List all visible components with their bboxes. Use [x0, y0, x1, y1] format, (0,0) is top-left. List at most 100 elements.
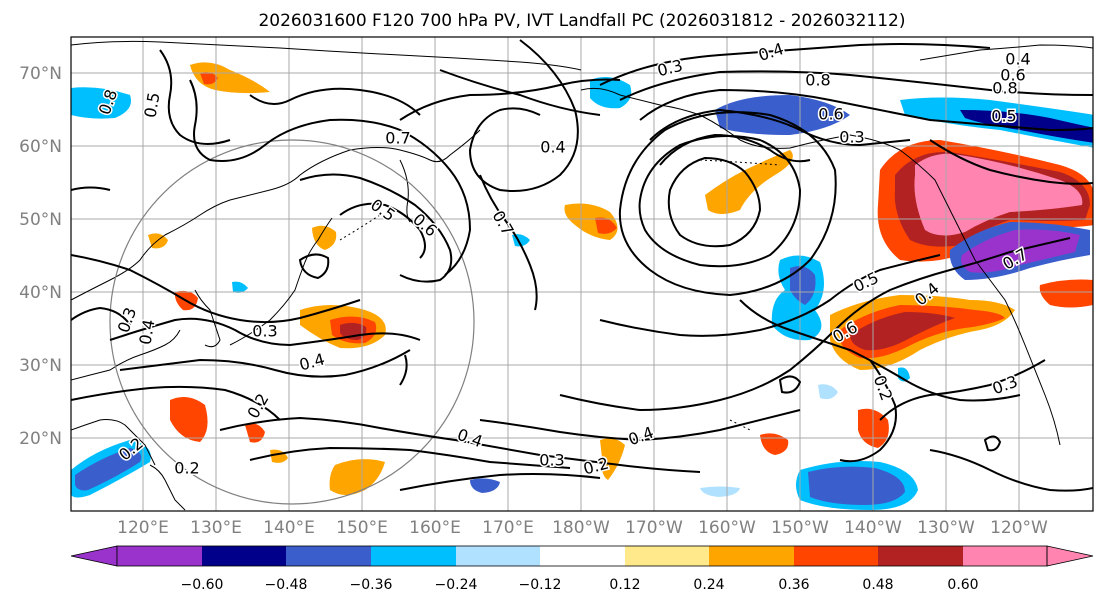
contour-line	[479, 409, 801, 442]
contour-line	[739, 299, 1021, 402]
lat-label: 50°N	[19, 210, 62, 230]
lon-label: 170°W	[625, 518, 683, 538]
lat-label: 60°N	[19, 137, 62, 157]
lon-label: 150°W	[771, 518, 829, 538]
lon-labels: 120°E 130°E 140°E 150°E 160°E 170°E 180°…	[117, 518, 1048, 538]
anomaly-neg-small-3	[232, 281, 248, 293]
coast-siberia	[71, 40, 582, 71]
colorbar-segment	[625, 546, 709, 566]
colorbar-label: 0.60	[947, 577, 978, 593]
lon-label: 160°W	[698, 518, 756, 538]
coast-philippines	[149, 464, 186, 511]
colorbar-label: 0.36	[778, 577, 809, 593]
colorbar-label: 0.24	[693, 577, 724, 593]
contour-line	[249, 87, 421, 116]
map-frame	[70, 36, 1094, 512]
contour-line	[599, 254, 941, 337]
graticule	[71, 37, 1093, 511]
contour-line	[109, 317, 421, 347]
lon-label: 140°E	[263, 518, 315, 538]
coast-korea	[194, 289, 221, 348]
lon-label: 120°W	[990, 518, 1048, 538]
contour-line	[71, 186, 111, 191]
contour-line	[599, 43, 991, 86]
colorbar-label: −0.24	[435, 577, 478, 593]
contour-label: 0.4	[539, 136, 567, 158]
contour-line	[929, 449, 1093, 492]
coast-china-south	[71, 329, 181, 381]
colorbar-label: −0.12	[519, 577, 562, 593]
colorbar-extend-min	[70, 545, 118, 567]
svg-text:0.6: 0.6	[1000, 66, 1025, 85]
contour-label: 0.3	[838, 126, 866, 148]
contour-line	[619, 70, 1093, 101]
contour-label: 0.5	[139, 89, 165, 120]
contour-line	[667, 156, 762, 248]
shading	[71, 62, 1093, 510]
svg-text:0.7: 0.7	[385, 129, 410, 148]
contour-line	[559, 237, 1071, 412]
anomaly-neg-small-6	[818, 384, 838, 400]
svg-text:0.5: 0.5	[991, 107, 1016, 126]
contour-label: 0.3	[538, 449, 566, 471]
contour-label: 0.6	[817, 103, 845, 125]
lat-label: 20°N	[19, 429, 62, 449]
svg-text:0.8: 0.8	[992, 79, 1017, 98]
anomaly-neg-southwest-core	[75, 448, 142, 491]
svg-text:0.3: 0.3	[839, 128, 864, 147]
colorbar-label: −0.48	[265, 577, 308, 593]
contour-label: 0.6	[999, 64, 1027, 86]
lon-label: 170°E	[482, 518, 534, 538]
pv-contours	[71, 39, 1093, 492]
anomaly-neg-gulf-core	[961, 229, 1080, 273]
lon-label: 140°W	[844, 518, 902, 538]
colorbar-label: 0.48	[862, 577, 893, 593]
anomaly-pos-orange-11	[600, 438, 625, 480]
lon-label: 160°E	[409, 518, 461, 538]
contour-line	[399, 78, 621, 121]
contour-line	[399, 354, 408, 386]
contour-line	[299, 173, 453, 283]
lon-label: 180°W	[552, 518, 610, 538]
contour-label: 0.7	[384, 127, 412, 149]
contour-line	[983, 435, 1002, 452]
anomaly-pos-orange-9	[760, 433, 789, 455]
coast-aleutians	[699, 159, 781, 166]
anomaly-neg-small-1	[470, 478, 500, 493]
svg-text:0.5: 0.5	[140, 91, 163, 119]
contour-line	[439, 69, 601, 116]
colorbar-segment	[709, 546, 794, 566]
coast-sea-asia	[71, 419, 156, 466]
chart-title: 2026031600 F120 700 hPa PV, IVT Landfall…	[258, 11, 905, 31]
contour-line	[618, 111, 837, 297]
anomaly-pos-orange-12	[312, 225, 337, 250]
colorbar-label: −0.36	[350, 577, 393, 593]
contour-line	[649, 108, 911, 147]
lon-label: 130°W	[917, 518, 975, 538]
coast-north-america	[954, 219, 1061, 446]
colorbar-segment	[456, 546, 540, 566]
anomaly-pos-orange-7	[1039, 279, 1093, 308]
colorbar-extend-max	[1046, 545, 1094, 567]
anomaly-neg-small-4	[700, 486, 740, 497]
svg-text:0.4: 0.4	[1005, 50, 1030, 69]
contour-line	[639, 88, 1093, 132]
contour-label: 0.8	[991, 77, 1019, 99]
contour-line	[219, 416, 701, 473]
contour-line	[71, 254, 361, 324]
contour-label: 0.5	[990, 105, 1018, 127]
map-panel: 0.30.40.80.60.30.50.80.7 0.40.5 0.6 0.70.5 0…	[71, 37, 1093, 511]
contour-line	[71, 306, 131, 326]
contour-line	[879, 359, 1046, 421]
lat-labels: 70°N 60°N 50°N 40°N 30°N 20°N	[19, 64, 62, 449]
contour-line	[839, 359, 897, 463]
contour-label: 0.2	[173, 457, 201, 479]
anomaly-pos-red-1	[200, 72, 218, 85]
contour-line	[119, 349, 411, 378]
colorbar-label: −0.60	[181, 577, 224, 593]
anomaly-neg-central-core	[790, 266, 816, 305]
contour-line	[298, 253, 330, 280]
contour-line	[638, 135, 802, 268]
